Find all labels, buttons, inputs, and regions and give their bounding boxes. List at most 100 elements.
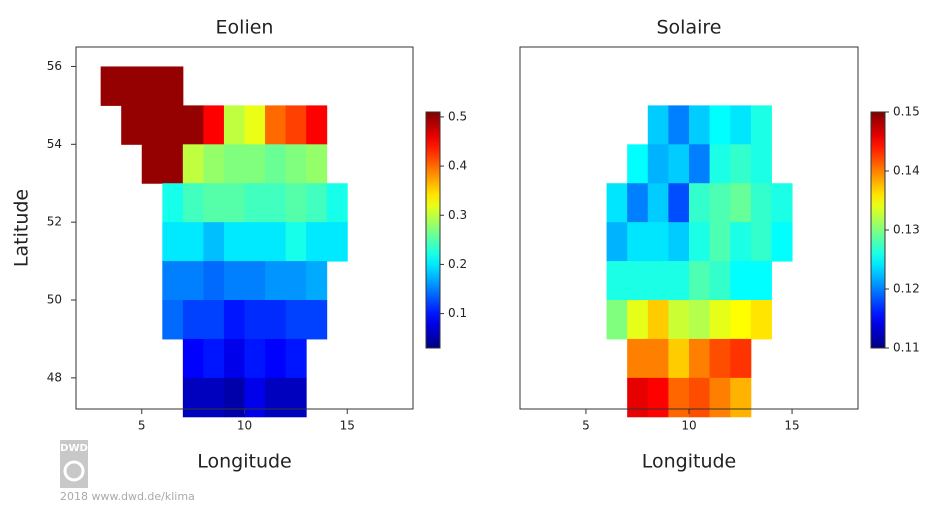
- heat-cell: [306, 261, 328, 301]
- x-tick-label: 10: [237, 419, 252, 433]
- heat-cell: [223, 377, 245, 418]
- heat-cell: [647, 183, 669, 223]
- heat-cell: [244, 377, 266, 418]
- heat-cell: [141, 144, 163, 184]
- heat-cell: [182, 377, 204, 418]
- heat-cell: [285, 377, 307, 418]
- heat-cell: [162, 300, 184, 340]
- colorbar: [870, 111, 886, 349]
- x-tick-label: 5: [582, 419, 590, 433]
- heat-cell: [606, 222, 628, 262]
- heat-cell: [709, 144, 731, 184]
- heat-cell: [709, 338, 731, 379]
- heat-cell: [668, 222, 690, 262]
- x-tick-label: 15: [340, 419, 355, 433]
- heat-cell: [750, 261, 772, 301]
- heat-cell: [285, 105, 307, 145]
- y-axis-label: Latitude: [11, 189, 33, 267]
- heat-cell: [750, 300, 772, 340]
- heat-cell: [203, 105, 225, 145]
- heat-cell: [689, 144, 711, 184]
- colorbar-tick-label: 0.12: [893, 282, 920, 296]
- heat-cell: [326, 183, 348, 223]
- heat-cell: [627, 222, 649, 262]
- footer-text: 2018 www.dwd.de/klima: [60, 490, 195, 503]
- heat-cell: [709, 261, 731, 301]
- heat-cell: [689, 300, 711, 340]
- heat-cell: [647, 261, 669, 301]
- x-tick-label: 15: [784, 419, 799, 433]
- heat-cell: [689, 105, 711, 145]
- heat-cell: [182, 144, 204, 184]
- heat-cell: [285, 300, 307, 340]
- heat-cell: [182, 105, 204, 145]
- heat-cell: [244, 338, 266, 379]
- heat-cell: [265, 183, 287, 223]
- heat-cell: [285, 222, 307, 262]
- colorbar-tick-label: 0.15: [893, 105, 920, 119]
- heat-cell: [730, 338, 752, 379]
- heat-cell: [709, 300, 731, 340]
- heat-cell: [689, 377, 711, 418]
- heat-cell: [606, 261, 628, 301]
- y-tick-label: 48: [47, 370, 62, 384]
- heat-cell: [285, 338, 307, 379]
- heat-cell: [647, 377, 669, 418]
- heat-cell: [730, 105, 752, 145]
- heat-cell: [689, 183, 711, 223]
- heat-cell: [306, 183, 328, 223]
- heat-cell: [285, 261, 307, 301]
- y-tick-label: 52: [47, 215, 62, 229]
- colorbar-tick-label: 0.5: [448, 109, 467, 123]
- heat-cell: [162, 222, 184, 262]
- heat-cell: [668, 144, 690, 184]
- heat-cell: [668, 261, 690, 301]
- heat-cell: [730, 183, 752, 223]
- heat-cell: [285, 183, 307, 223]
- colorbar-tick-label: 0.1: [448, 306, 467, 320]
- colorbar-tick-label: 0.3: [448, 208, 467, 222]
- heat-cell: [647, 222, 669, 262]
- heat-cell: [771, 222, 793, 262]
- heat-cell: [162, 261, 184, 301]
- y-tick-label: 50: [47, 293, 62, 307]
- heat-cell: [285, 144, 307, 184]
- heat-cell: [223, 144, 245, 184]
- dwd-logo-swirl: [63, 460, 85, 482]
- heat-cell: [182, 222, 204, 262]
- heat-cell: [265, 144, 287, 184]
- heat-cell: [606, 300, 628, 340]
- heat-cell: [203, 183, 225, 223]
- heat-cell: [668, 300, 690, 340]
- heat-cell: [627, 261, 649, 301]
- heat-cell: [223, 183, 245, 223]
- colorbar-tick-label: 0.14: [893, 164, 920, 178]
- heat-cell: [730, 222, 752, 262]
- heat-cell: [265, 300, 287, 340]
- heat-cell: [668, 183, 690, 223]
- heat-cell: [689, 261, 711, 301]
- chart-title: Solaire: [657, 17, 722, 39]
- heat-cell: [182, 183, 204, 223]
- heat-cell: [750, 144, 772, 184]
- heat-cell: [647, 300, 669, 340]
- heat-cell: [182, 261, 204, 301]
- heat-cell: [750, 183, 772, 223]
- colorbar-tick-label: 0.11: [893, 341, 920, 355]
- heat-cell: [668, 338, 690, 379]
- heat-cell: [141, 105, 163, 145]
- heat-cell: [182, 300, 204, 340]
- heat-cell: [668, 105, 690, 145]
- heat-cell: [627, 300, 649, 340]
- x-axis-label: Longitude: [197, 451, 292, 473]
- colorbar-tick-label: 0.2: [448, 257, 467, 271]
- heat-cell: [709, 105, 731, 145]
- heat-cell: [100, 66, 122, 106]
- heat-cell: [730, 144, 752, 184]
- dwd-logo-text: DWD: [60, 443, 88, 454]
- colorbar-tick-label: 0.4: [448, 159, 467, 173]
- heat-cell: [689, 338, 711, 379]
- heat-cell: [121, 66, 143, 106]
- heat-cell: [244, 105, 266, 145]
- heat-cell: [750, 222, 772, 262]
